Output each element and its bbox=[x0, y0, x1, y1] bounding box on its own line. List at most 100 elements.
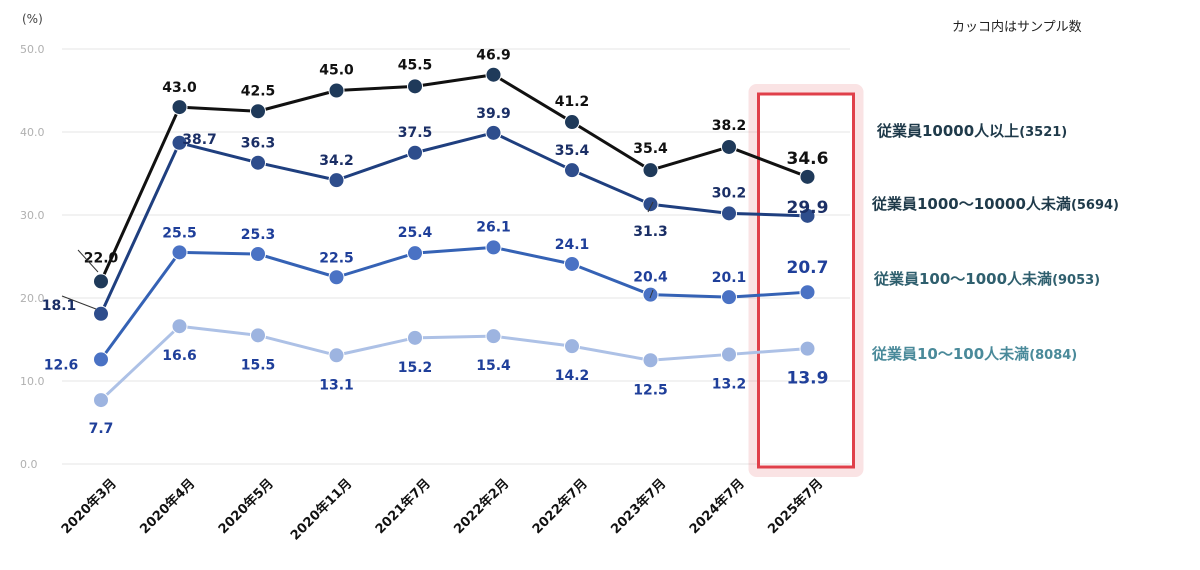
x-tick-label: 2025年7月 bbox=[765, 476, 827, 538]
legend-name: 従業員1000〜10000人未満 bbox=[872, 195, 1071, 213]
data-point bbox=[485, 124, 502, 141]
leader-line bbox=[61, 295, 97, 310]
legend-name: 従業員10〜100人未満 bbox=[872, 345, 1030, 363]
legend-sample: (5694) bbox=[1070, 198, 1120, 213]
x-tick-label: 2020年3月 bbox=[58, 476, 120, 538]
data-point bbox=[564, 162, 580, 179]
data-point bbox=[407, 329, 423, 346]
data-point bbox=[407, 78, 423, 95]
data-label: 24.1 bbox=[555, 237, 590, 253]
data-point bbox=[171, 134, 188, 151]
series-line bbox=[99, 245, 808, 361]
y-tick-label: 30.0 bbox=[20, 209, 45, 222]
data-label: 46.9 bbox=[476, 48, 511, 64]
legend-name: 従業員100〜1000人未満 bbox=[874, 270, 1053, 288]
data-label: 30.2 bbox=[712, 185, 747, 201]
data-label: 39.9 bbox=[476, 106, 511, 122]
data-point bbox=[642, 286, 659, 303]
legend-label-100-1000: 従業員100〜1000人未満(9053) bbox=[874, 268, 1100, 289]
series-line bbox=[99, 73, 809, 283]
data-label: 12.6 bbox=[44, 357, 79, 373]
data-point bbox=[721, 205, 737, 222]
x-tick-label: 2022年7月 bbox=[529, 476, 591, 538]
x-tick-label: 2023年7月 bbox=[608, 476, 670, 538]
data-point bbox=[171, 99, 188, 116]
data-label: 22.0 bbox=[84, 250, 119, 266]
data-label: 20.1 bbox=[712, 270, 747, 286]
y-tick-label: 10.0 bbox=[20, 375, 45, 388]
y-tick-label: 0.0 bbox=[20, 458, 38, 471]
x-tick-label: 2020年11月 bbox=[287, 476, 355, 544]
leader-line bbox=[647, 201, 654, 213]
x-tick-label: 2020年5月 bbox=[215, 476, 277, 538]
data-label: 37.5 bbox=[398, 125, 433, 141]
data-point bbox=[721, 289, 737, 306]
data-point bbox=[721, 138, 737, 155]
y-tick-label: 20.0 bbox=[20, 292, 45, 305]
data-point bbox=[642, 162, 659, 179]
data-point bbox=[407, 245, 423, 262]
sample-size-note: カッコ内はサンプル数 bbox=[952, 20, 1082, 35]
data-label: 20.7 bbox=[787, 258, 829, 278]
data-point bbox=[642, 196, 659, 213]
legend-sample: (8084) bbox=[1029, 348, 1078, 363]
y-axis-unit: (%) bbox=[22, 12, 43, 26]
data-point bbox=[171, 318, 188, 335]
data-point bbox=[799, 168, 816, 185]
leader-line bbox=[77, 249, 99, 273]
data-point bbox=[93, 305, 109, 322]
data-label: 38.7 bbox=[182, 132, 217, 148]
y-tick-label: 40.0 bbox=[20, 126, 45, 139]
data-label: 25.5 bbox=[162, 225, 197, 241]
legend-label-10000-plus: 従業員10000人以上(3521) bbox=[877, 120, 1067, 141]
data-point bbox=[328, 82, 345, 99]
data-point bbox=[564, 114, 580, 131]
data-label: 31.3 bbox=[633, 224, 668, 240]
data-point bbox=[250, 154, 266, 171]
data-label: 25.3 bbox=[241, 227, 276, 243]
data-point bbox=[93, 351, 109, 368]
data-label: 20.4 bbox=[633, 270, 668, 286]
data-point bbox=[564, 338, 580, 355]
y-tick-label: 50.0 bbox=[20, 43, 45, 56]
data-label: 7.7 bbox=[89, 421, 114, 437]
data-label: 13.9 bbox=[787, 369, 829, 389]
x-tick-label: 2024年7月 bbox=[686, 476, 748, 538]
data-label: 43.0 bbox=[162, 80, 197, 96]
data-point bbox=[328, 347, 345, 364]
data-point bbox=[485, 66, 502, 83]
data-point bbox=[407, 144, 423, 161]
x-tick-label: 2021年7月 bbox=[372, 476, 434, 538]
leader-line bbox=[649, 289, 654, 299]
data-label: 18.1 bbox=[42, 298, 77, 314]
data-point bbox=[799, 284, 816, 301]
data-point bbox=[250, 103, 266, 120]
data-point bbox=[328, 269, 345, 286]
data-label: 35.4 bbox=[555, 143, 590, 159]
data-label: 22.5 bbox=[319, 250, 354, 266]
data-label: 41.2 bbox=[555, 94, 590, 110]
data-label: 26.1 bbox=[476, 219, 511, 235]
data-point bbox=[93, 392, 109, 409]
x-tick-label: 2022年2月 bbox=[451, 476, 513, 538]
legend-label-1000-10000: 従業員1000〜10000人未満(5694) bbox=[872, 193, 1119, 214]
data-point bbox=[93, 273, 109, 290]
data-label: 13.1 bbox=[319, 377, 354, 393]
legend-sample: (9053) bbox=[1052, 273, 1101, 288]
legend-sample: (3521) bbox=[1019, 125, 1068, 140]
data-point bbox=[328, 172, 345, 189]
data-point bbox=[171, 244, 188, 261]
x-tick-label: 2020年4月 bbox=[137, 476, 199, 538]
data-label: 13.2 bbox=[712, 376, 747, 392]
data-point bbox=[799, 340, 816, 357]
data-label: 45.5 bbox=[398, 57, 433, 73]
data-label: 14.2 bbox=[555, 368, 590, 384]
data-point bbox=[721, 346, 737, 363]
data-point bbox=[250, 327, 266, 344]
series-line bbox=[99, 131, 808, 315]
data-point bbox=[799, 207, 816, 224]
data-label: 34.6 bbox=[787, 149, 829, 169]
data-label: 15.5 bbox=[241, 357, 276, 373]
legend-label-10-100: 従業員10〜100人未満(8084) bbox=[872, 343, 1077, 364]
